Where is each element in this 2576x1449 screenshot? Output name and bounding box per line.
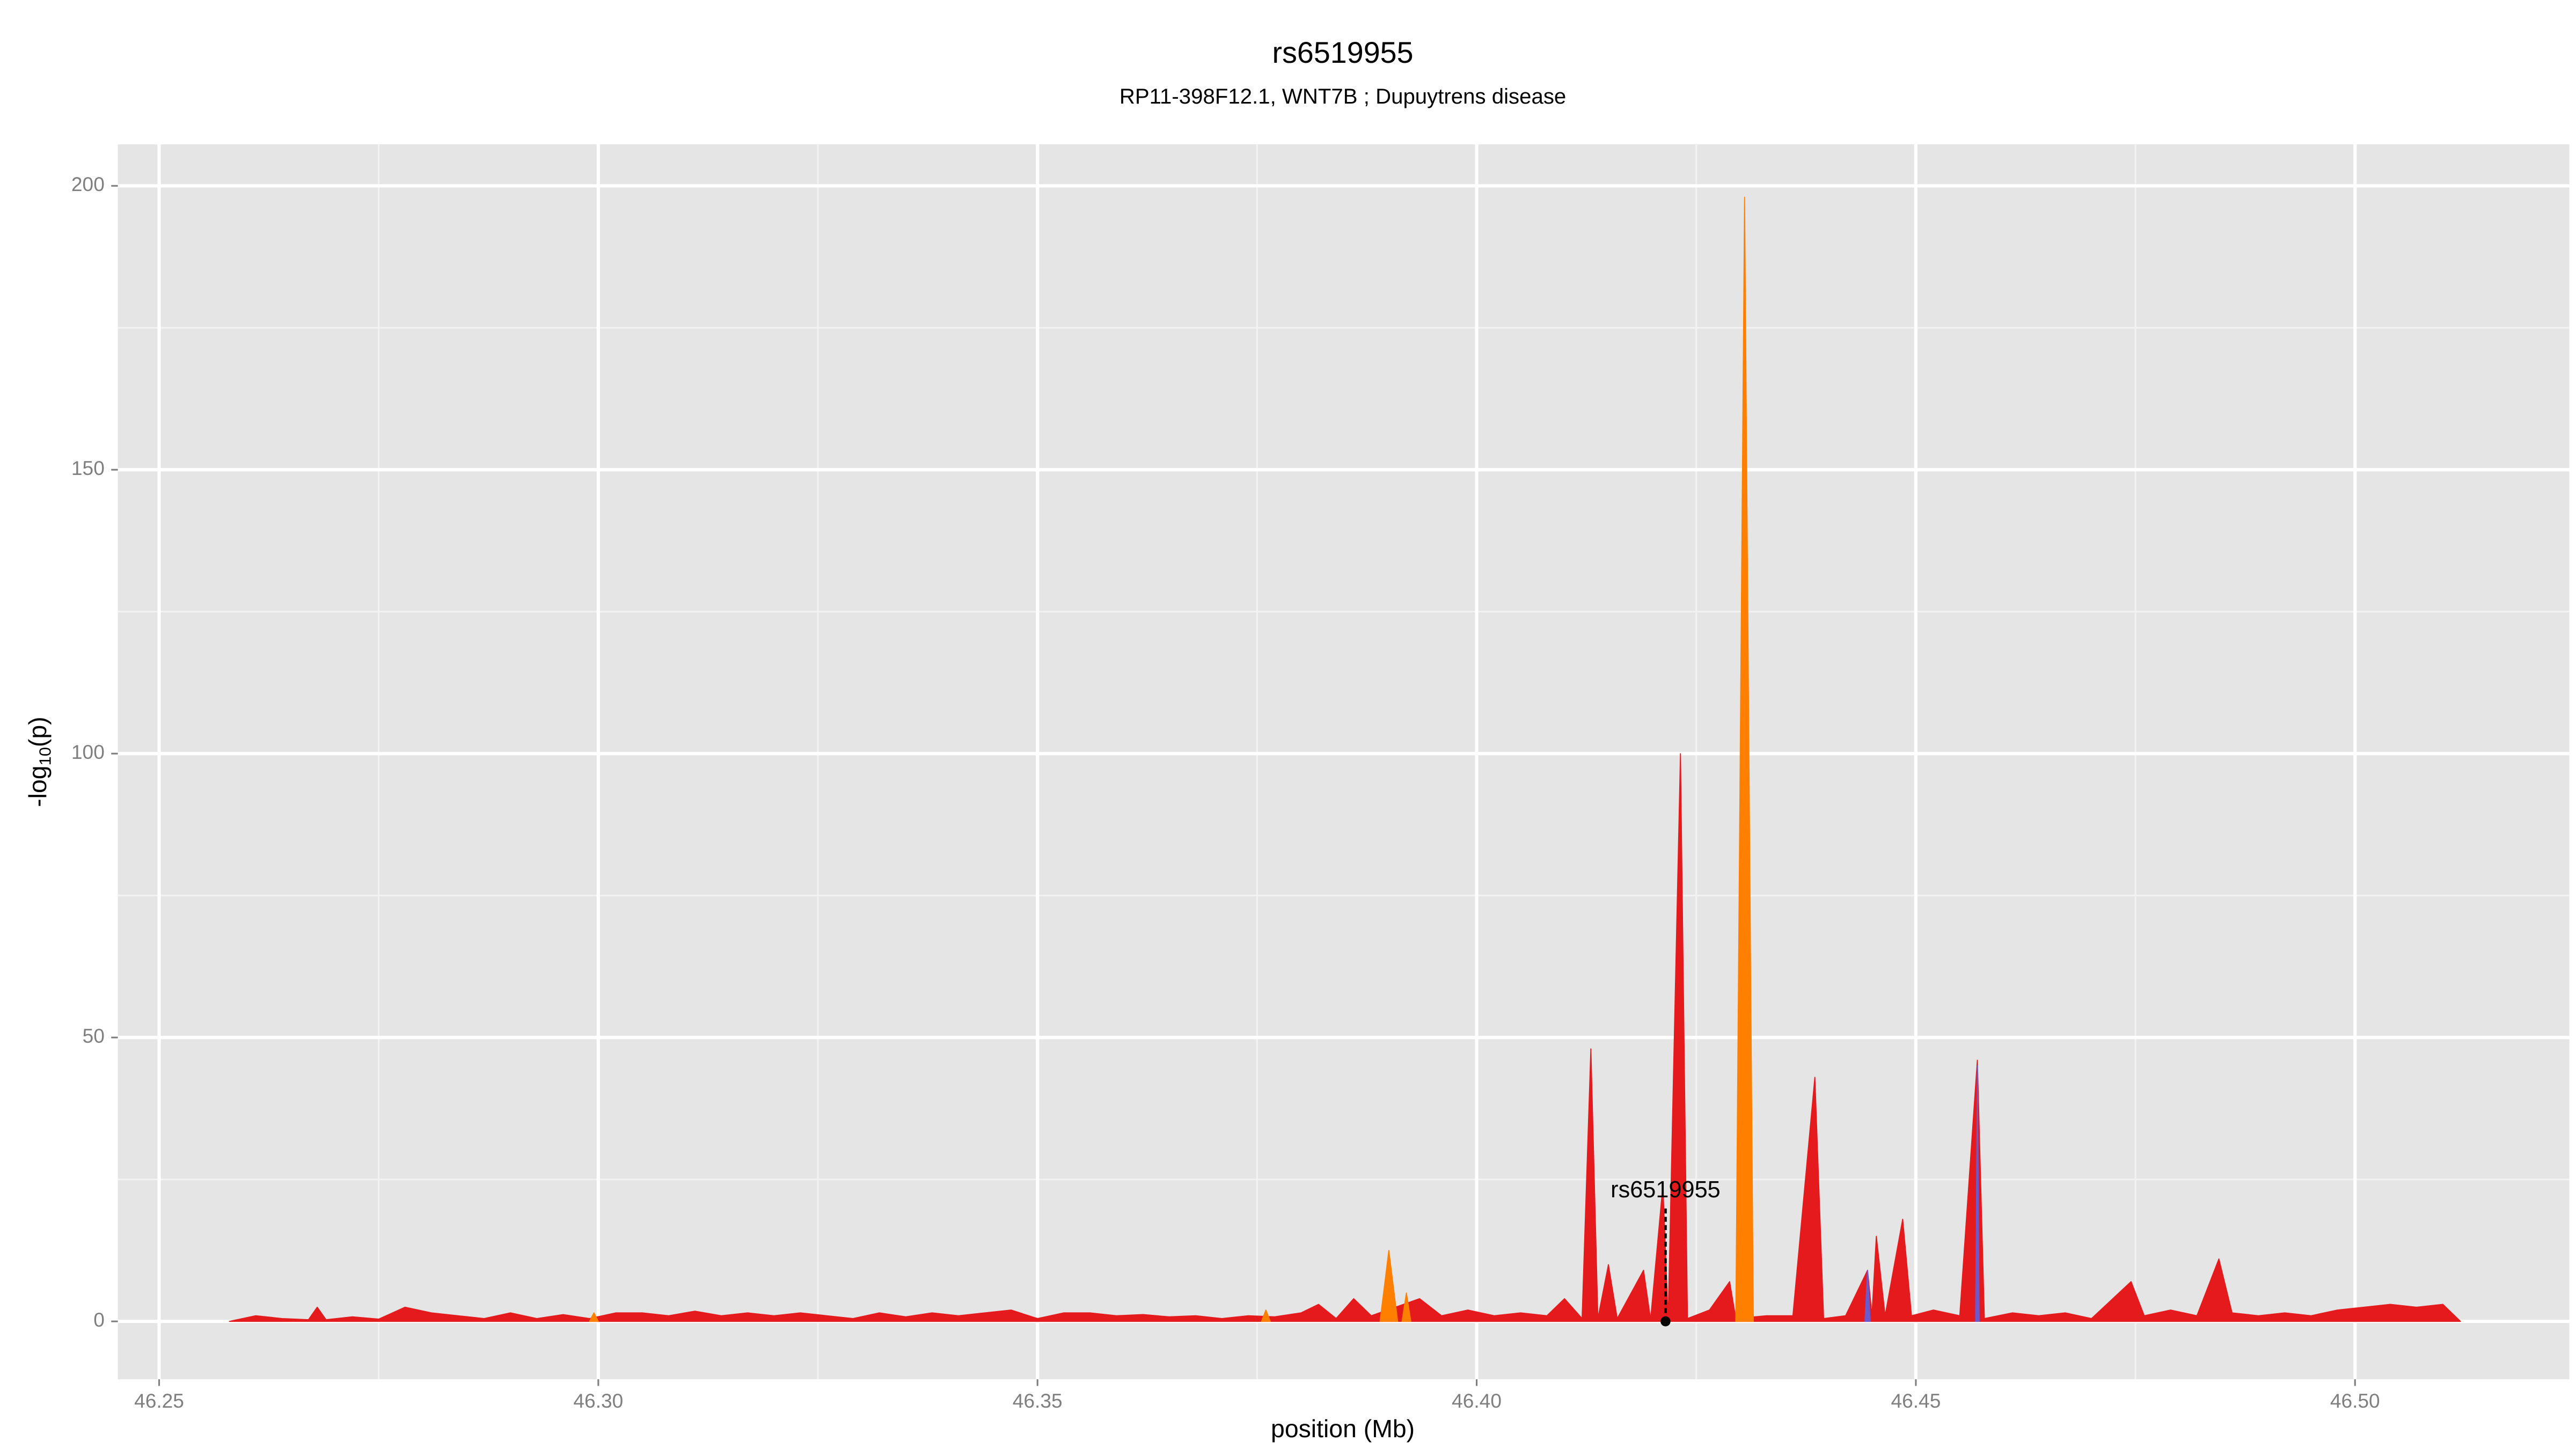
chart-title: rs6519955 xyxy=(1272,36,1414,69)
area xyxy=(1864,1065,1980,1322)
x-axis-label: position (Mb) xyxy=(1271,1415,1415,1443)
y-tick-label: 50 xyxy=(83,1024,105,1047)
x-tick-label: 46.40 xyxy=(1452,1389,1502,1412)
grid xyxy=(118,144,2570,1380)
x-tick-label: 46.25 xyxy=(134,1389,184,1412)
y-tick-label: 200 xyxy=(71,173,105,195)
axes: 46.25 46.30 46.35 46.40 46.45 46.50 0 50 100 150 2… xyxy=(71,173,2380,1412)
annotation-point xyxy=(1660,1316,1671,1327)
area xyxy=(589,196,1754,1322)
y-label-part: (p) xyxy=(24,716,52,747)
area xyxy=(229,753,2461,1322)
x-tick-label: 46.30 xyxy=(573,1389,623,1412)
chart-subtitle: RP11-398F12.1, WNT7B ; Dupuytrens diseas… xyxy=(1119,84,1566,108)
y-tick-label: 150 xyxy=(71,457,105,479)
y-tick-label: 0 xyxy=(93,1308,105,1331)
y-axis-label: -log10(p) xyxy=(24,716,54,807)
annotation-label: rs6519955 xyxy=(1611,1177,1721,1203)
x-tick-label: 46.50 xyxy=(2330,1389,2380,1412)
x-tick-label: 46.45 xyxy=(1891,1389,1941,1412)
x-tick-label: 46.35 xyxy=(1013,1389,1063,1412)
y-tick-label: 100 xyxy=(71,741,105,763)
y-label-part: -log xyxy=(24,765,52,807)
y-label-subscript: 10 xyxy=(36,747,55,765)
marks: rs6519955 xyxy=(229,196,2461,1327)
panel xyxy=(118,144,2570,1380)
